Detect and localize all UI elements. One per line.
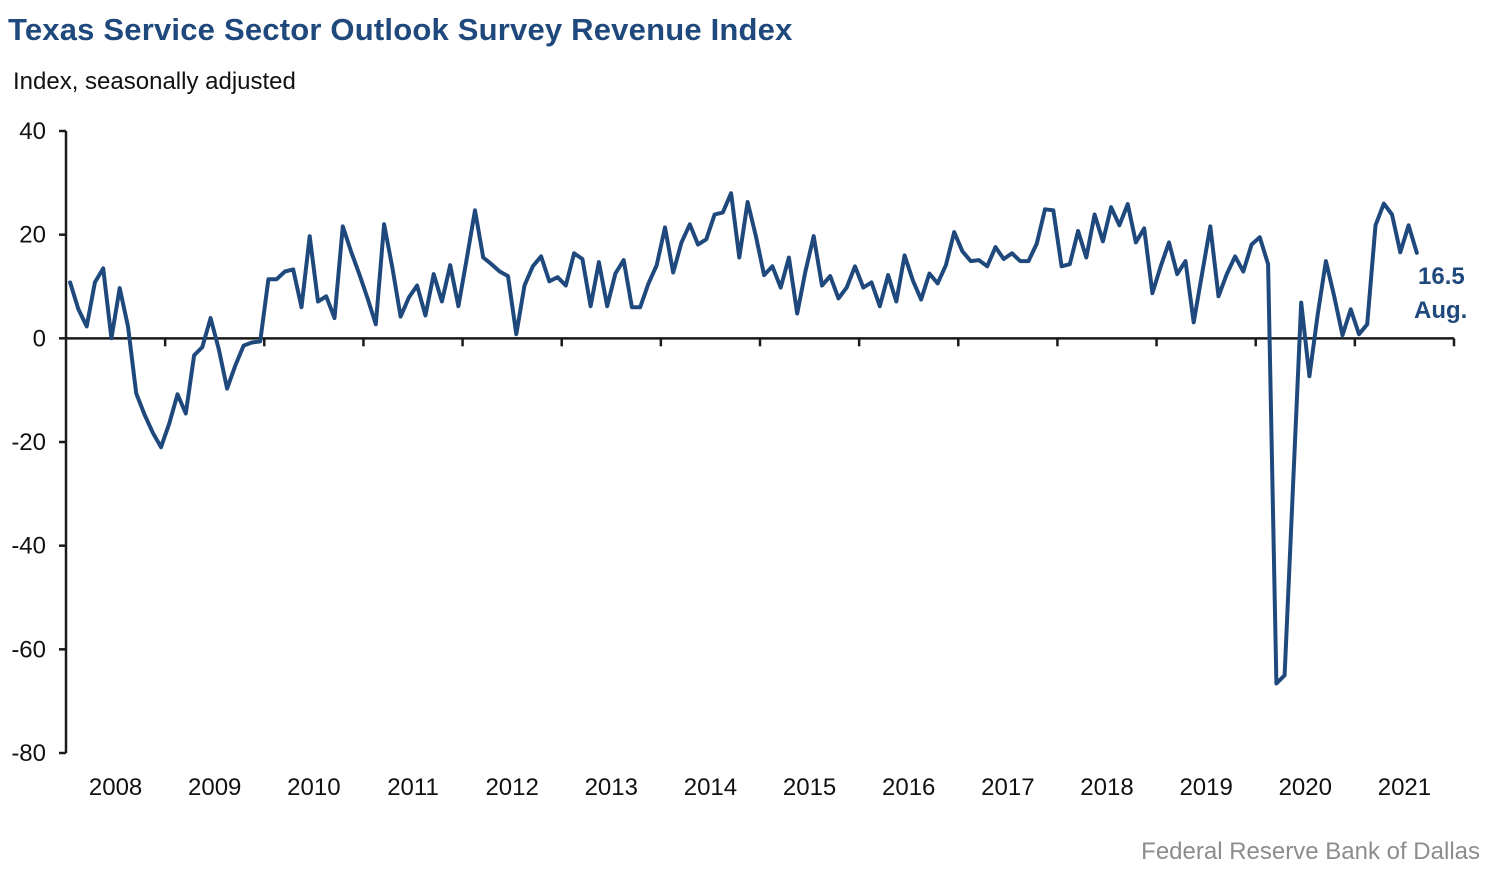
end-annotation: 16.5 Aug. — [1414, 263, 1467, 324]
y-axis: 40 20 0 -20 -40 -60 -80 — [11, 118, 68, 767]
chart-title: Texas Service Sector Outlook Survey Reve… — [8, 12, 793, 47]
x-tick-label: 2012 — [485, 774, 538, 801]
y-tick-label: -40 — [11, 533, 46, 560]
y-tick-label: 20 — [19, 222, 46, 249]
x-tick-label: 2020 — [1279, 774, 1332, 801]
x-tick-label: 2021 — [1378, 774, 1431, 801]
y-tick-label: 40 — [19, 118, 46, 145]
series-group — [68, 191, 1419, 686]
x-tick-label: 2018 — [1080, 774, 1133, 801]
x-tick-label: 2015 — [783, 774, 836, 801]
x-tick-label: 2010 — [287, 774, 340, 801]
x-tick-label: 2013 — [585, 774, 638, 801]
end-month-label: Aug. — [1414, 297, 1467, 324]
end-value-label: 16.5 — [1418, 263, 1465, 290]
x-tick-label: 2008 — [89, 774, 142, 801]
y-tick-label: -60 — [11, 636, 46, 663]
x-tick-label: 2016 — [882, 774, 935, 801]
y-tick-label: -20 — [11, 429, 46, 456]
x-tick-label: 2011 — [387, 774, 439, 801]
series-line-revenue-index — [68, 191, 1419, 686]
x-tick-label: 2014 — [684, 774, 737, 801]
source-credit: Federal Reserve Bank of Dallas — [1141, 838, 1480, 865]
x-tick-label: 2019 — [1179, 774, 1232, 801]
x-axis: 2008 2009 2010 2011 2012 2013 2014 2015 2016 2017… — [66, 337, 1456, 801]
x-tick-label: 2009 — [188, 774, 241, 801]
x-tick-label: 2017 — [981, 774, 1034, 801]
y-tick-label: -80 — [11, 740, 46, 767]
y-tick-label: 0 — [33, 325, 46, 352]
y-axis-label: Index, seasonally adjusted — [13, 68, 296, 95]
